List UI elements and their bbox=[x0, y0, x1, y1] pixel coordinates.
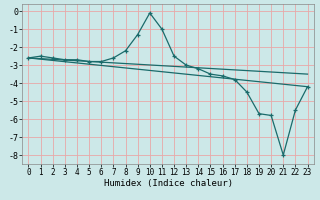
X-axis label: Humidex (Indice chaleur): Humidex (Indice chaleur) bbox=[103, 179, 233, 188]
